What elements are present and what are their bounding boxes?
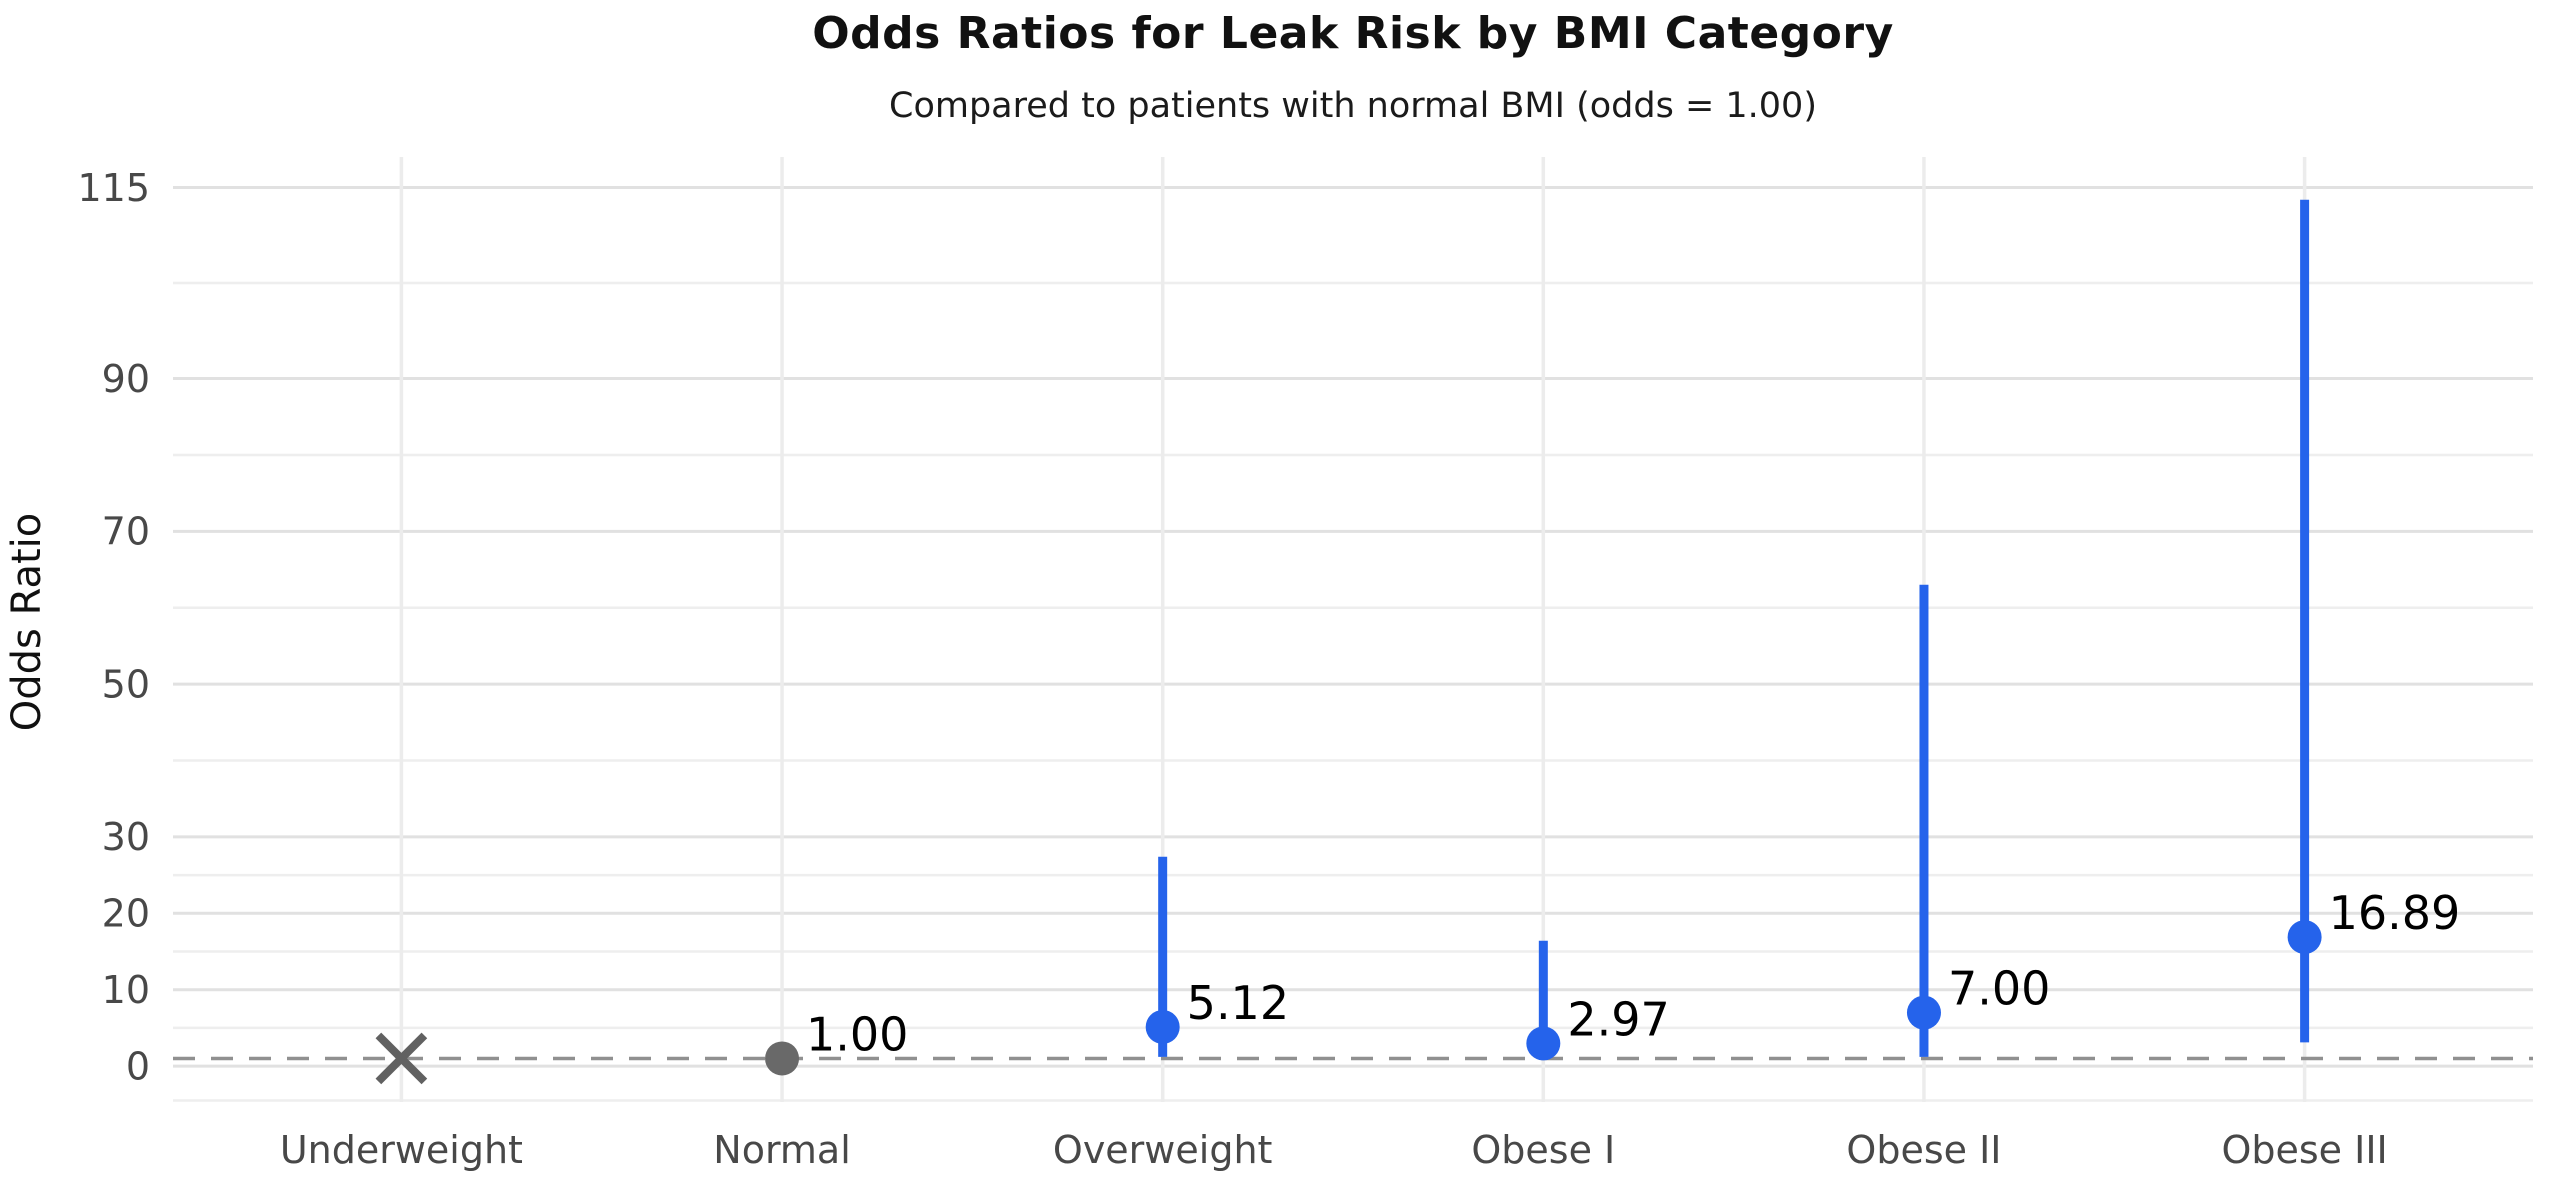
value-labels: 1.00 5.12 2.97 7.00 16.89: [806, 886, 2460, 1061]
value-label-obese-i: 2.97: [1567, 993, 1669, 1047]
major-gridlines: [173, 186, 2533, 1068]
y-tick-label: 90: [102, 357, 150, 401]
value-label-overweight: 5.12: [1187, 976, 1289, 1030]
y-tick-label: 10: [102, 968, 150, 1012]
value-label-normal: 1.00: [806, 1008, 908, 1062]
y-tick-labels: 0 10 20 30 50 70 90 115: [77, 166, 150, 1089]
chart-subtitle: Compared to patients with normal BMI (od…: [889, 86, 1817, 126]
y-tick-label: 0: [126, 1044, 150, 1088]
category-label-underweight: Underweight: [280, 1128, 523, 1172]
y-tick-label: 20: [102, 892, 150, 936]
point-obese-iii: [2287, 920, 2322, 955]
y-tick-label: 30: [102, 815, 150, 859]
value-label-obese-ii: 7.00: [1948, 962, 2050, 1016]
point-obese-i: [1526, 1026, 1561, 1061]
category-label-normal: Normal: [713, 1128, 851, 1172]
error-bars: [1158, 199, 2310, 1060]
x-category-labels: Underweight Normal Overweight Obese I Obese …: [280, 1128, 2388, 1172]
y-tick-label: 70: [102, 510, 150, 554]
vertical-gridlines: [399, 157, 2307, 1102]
minor-gridlines: [173, 281, 2533, 1102]
category-label-overweight: Overweight: [1053, 1128, 1273, 1172]
point-overweight: [1145, 1009, 1180, 1044]
category-label-obese-ii: Obese II: [1846, 1128, 2001, 1172]
value-label-obese-iii: 16.89: [2329, 886, 2461, 940]
chart-title: Odds Ratios for Leak Risk by BMI Categor…: [812, 8, 1894, 59]
y-axis-title: Odds Ratio: [4, 513, 50, 732]
point-obese-ii: [1906, 995, 1941, 1030]
category-label-obese-i: Obese I: [1471, 1128, 1615, 1172]
category-label-obese-iii: Obese III: [2221, 1128, 2387, 1172]
y-tick-label: 115: [77, 166, 150, 210]
y-tick-label: 50: [102, 662, 150, 706]
point-normal: [765, 1041, 800, 1076]
markers: [375, 920, 2322, 1085]
x-marker-underweight: [375, 1032, 428, 1085]
